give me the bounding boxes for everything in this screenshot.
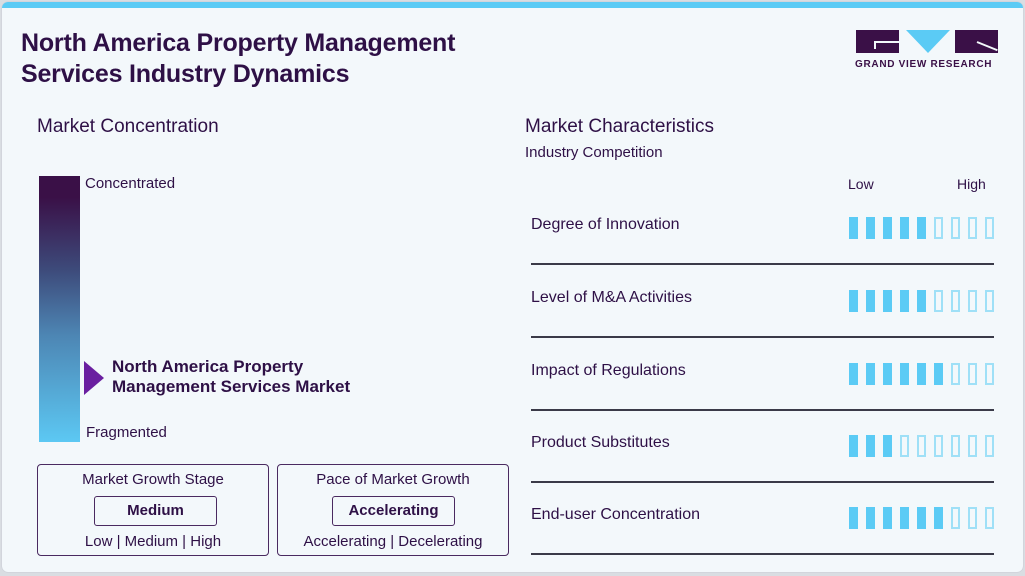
row-divider	[531, 263, 994, 265]
rating-segment-filled	[849, 217, 858, 239]
rating-segment-filled	[883, 507, 892, 529]
rating-segment-filled	[900, 217, 909, 239]
rating-segment-empty	[985, 290, 994, 312]
rating-segment-empty	[985, 435, 994, 457]
rating-segment-empty	[934, 435, 943, 457]
rating-segment-empty	[951, 290, 960, 312]
rating-segment-filled	[866, 435, 875, 457]
rating-segment-filled	[917, 217, 926, 239]
rating-segment-filled	[849, 435, 858, 457]
market-growth-stage-box: Market Growth Stage Medium Low | Medium …	[37, 464, 269, 556]
rating-segment-empty	[985, 507, 994, 529]
grand-view-research-logo: GRAND VIEW RESEARCH	[855, 29, 1001, 70]
rating-segment-empty	[900, 435, 909, 457]
rating-segment-empty	[934, 217, 943, 239]
growth-pace-options: Accelerating | Decelerating	[303, 533, 483, 550]
characteristic-row: Impact of Regulations	[531, 344, 994, 417]
rating-segment-filled	[883, 217, 892, 239]
rating-bar	[849, 435, 994, 457]
characteristic-label: End-user Concentration	[531, 506, 700, 523]
scale-high-label: High	[957, 176, 986, 192]
logo-text: GRAND VIEW RESEARCH	[855, 59, 993, 70]
rating-segment-filled	[917, 290, 926, 312]
characteristic-label: Product Substitutes	[531, 434, 670, 451]
market-position-label: North America Property Management Servic…	[112, 357, 351, 396]
rating-segment-filled	[866, 363, 875, 385]
rating-bar	[849, 507, 994, 529]
rating-segment-empty	[968, 217, 977, 239]
growth-pace-value: Accelerating	[332, 496, 455, 526]
characteristic-row: Level of M&A Activities	[531, 271, 994, 344]
row-divider	[531, 336, 994, 338]
rating-segment-empty	[985, 217, 994, 239]
characteristic-label: Degree of Innovation	[531, 216, 680, 233]
growth-stage-value: Medium	[94, 496, 217, 526]
rating-segment-filled	[934, 507, 943, 529]
characteristic-label: Impact of Regulations	[531, 362, 686, 379]
rating-segment-filled	[900, 363, 909, 385]
rating-bar	[849, 217, 994, 239]
rating-segment-filled	[866, 507, 875, 529]
rating-segment-filled	[917, 363, 926, 385]
rating-segment-filled	[866, 290, 875, 312]
market-characteristics-title: Market Characteristics	[525, 116, 714, 137]
rating-segment-empty	[951, 363, 960, 385]
top-accent-bar	[2, 2, 1023, 8]
page-title: North America Property Management Servic…	[21, 29, 456, 88]
row-divider	[531, 409, 994, 411]
rating-bar	[849, 363, 994, 385]
rating-segment-filled	[883, 435, 892, 457]
characteristic-label: Level of M&A Activities	[531, 289, 692, 306]
scale-low-label: Low	[848, 176, 874, 192]
growth-stage-title: Market Growth Stage	[82, 471, 224, 488]
rating-segment-empty	[968, 290, 977, 312]
rating-segment-filled	[849, 507, 858, 529]
rating-segment-filled	[900, 507, 909, 529]
pace-of-market-growth-box: Pace of Market Growth Accelerating Accel…	[277, 464, 509, 556]
rating-segment-filled	[883, 290, 892, 312]
row-divider	[531, 481, 994, 483]
rating-segment-filled	[934, 363, 943, 385]
characteristic-row: Product Substitutes	[531, 416, 994, 489]
rating-segment-empty	[951, 217, 960, 239]
rating-segment-filled	[866, 217, 875, 239]
rating-segment-filled	[883, 363, 892, 385]
row-divider	[531, 553, 994, 555]
characteristic-row: Degree of Innovation	[531, 198, 994, 271]
rating-segment-filled	[917, 507, 926, 529]
rating-segment-empty	[951, 435, 960, 457]
rating-segment-empty	[917, 435, 926, 457]
fragmented-label: Fragmented	[86, 424, 167, 441]
rating-segment-empty	[968, 363, 977, 385]
rating-segment-filled	[849, 290, 858, 312]
characteristic-row: End-user Concentration	[531, 488, 994, 561]
rating-segment-filled	[849, 363, 858, 385]
rating-segment-empty	[968, 435, 977, 457]
rating-segment-empty	[968, 507, 977, 529]
rating-segment-empty	[951, 507, 960, 529]
rating-bar	[849, 290, 994, 312]
growth-pace-title: Pace of Market Growth	[316, 471, 470, 488]
growth-stage-options: Low | Medium | High	[84, 533, 222, 550]
industry-competition-subtitle: Industry Competition	[525, 144, 663, 161]
concentration-gradient-bar	[39, 176, 80, 442]
rating-segment-empty	[934, 290, 943, 312]
rating-segment-empty	[985, 363, 994, 385]
market-concentration-title: Market Concentration	[37, 116, 219, 137]
market-position-arrow-icon	[84, 361, 104, 395]
rating-segment-filled	[900, 290, 909, 312]
logo-icon	[855, 29, 1001, 53]
concentrated-label: Concentrated	[85, 175, 176, 192]
